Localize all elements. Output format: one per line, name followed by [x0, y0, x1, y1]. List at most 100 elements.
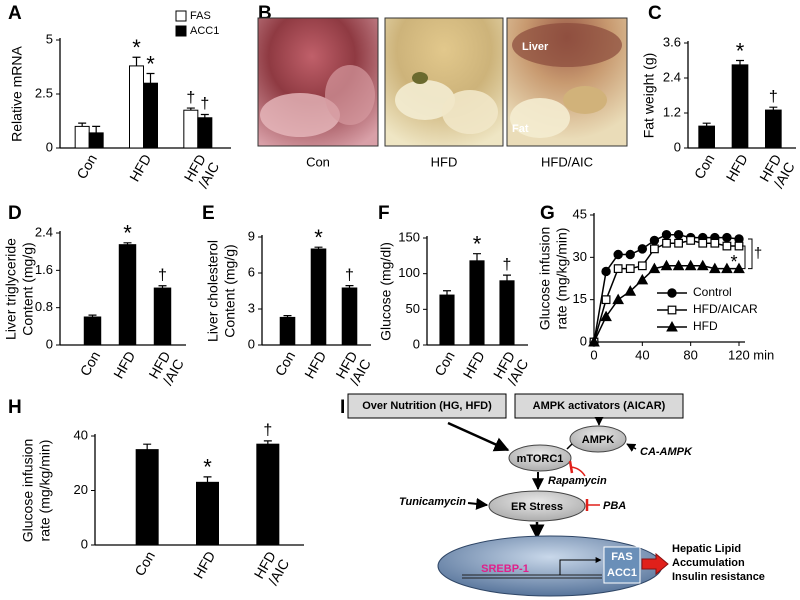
y-tick-label: 15 [573, 291, 587, 306]
annotation: * [123, 221, 132, 246]
point [601, 266, 611, 277]
annotation: * [203, 455, 212, 480]
error-bar [503, 274, 511, 281]
bracket [748, 238, 753, 270]
bar [439, 294, 455, 346]
error-bar [186, 107, 195, 111]
point [698, 238, 708, 248]
point [710, 238, 720, 248]
photo-detail [512, 23, 622, 67]
x-tick-label: HFD [126, 151, 154, 184]
y-axis-label: rate (mg/kg/min) [554, 228, 570, 330]
point [686, 236, 696, 245]
annotation: † [345, 267, 354, 284]
annotation: † [200, 96, 209, 113]
legend-marker [666, 320, 678, 332]
legend-label: Control [693, 285, 732, 299]
annotation: † [186, 89, 195, 106]
x-tick-label: Con [73, 151, 100, 181]
error-bar [443, 290, 451, 296]
modulator-label: PBA [603, 500, 626, 512]
error-bar [345, 285, 354, 288]
annotation: † [158, 267, 167, 284]
photo-detail [260, 93, 340, 137]
error-bar [200, 113, 209, 118]
x-tick-label: HFD/AIC [756, 151, 798, 192]
y-tick-label: 3 [248, 300, 255, 315]
y-tick-label: 30 [573, 249, 587, 264]
annotation: † [769, 88, 778, 105]
y-tick-label: 0 [46, 139, 53, 154]
point [636, 273, 649, 285]
bar [88, 132, 104, 149]
node [488, 490, 586, 522]
y-axis-label: Liver triglyceride [3, 238, 19, 340]
legend-label: ACC1 [190, 25, 219, 37]
y-tick-label: 45 [573, 206, 587, 221]
input-label: Over Nutrition (HG, HFD) [362, 400, 492, 412]
arrow [626, 443, 637, 452]
bar [153, 287, 172, 346]
input-box [347, 393, 507, 419]
error-bar [702, 122, 711, 127]
error-bar [314, 246, 323, 249]
x-tick-label: 0 [590, 347, 597, 362]
annotation: † [754, 245, 762, 262]
error-bar [123, 242, 132, 245]
bar [118, 244, 137, 346]
point [648, 262, 661, 274]
panel-letter: D [8, 203, 22, 224]
point [673, 230, 684, 240]
x-tick-label: 40 [635, 347, 649, 362]
y-tick-label: 0 [248, 336, 255, 351]
legend-swatch [175, 25, 187, 37]
x-tick-label: HFD/AIC [250, 548, 292, 589]
modulator-label: Tunicamycin [399, 496, 466, 508]
outcome-label: Hepatic Lipid [672, 543, 741, 555]
node-label: ER Stress [511, 501, 563, 513]
y-tick-label: 6 [248, 264, 255, 279]
y-tick-label: 2.4 [663, 69, 681, 84]
bar [197, 117, 213, 149]
point [650, 244, 659, 254]
y-axis-label: Glucose infusion [537, 227, 553, 331]
annotation: * [736, 38, 745, 63]
legend-label: FAS [190, 10, 211, 22]
point [674, 238, 683, 248]
link [566, 443, 573, 450]
y-tick-label: 2.4 [35, 224, 53, 239]
y-tick-label: 100 [398, 265, 420, 280]
y-tick-label: 50 [406, 301, 420, 316]
error-bar [143, 443, 152, 450]
annotation: * [473, 232, 482, 257]
point [588, 335, 600, 347]
y-tick-label: 20 [74, 482, 88, 497]
panel-letter: C [648, 3, 662, 24]
photo-detail [395, 80, 455, 120]
target-label: FAS [611, 551, 632, 563]
arrow [447, 421, 510, 452]
point [600, 310, 612, 322]
photo-detail [325, 65, 375, 125]
annotation: * [132, 35, 141, 60]
y-axis-label: Liver cholesterol [205, 240, 221, 342]
bar [469, 260, 485, 346]
point [734, 241, 744, 251]
photo-detail [510, 98, 570, 138]
legend-marker [667, 288, 677, 298]
y-axis-label: Glucose infusion [20, 439, 36, 543]
error-bar [78, 122, 87, 127]
error-bar [263, 440, 272, 445]
node-label: mTORC1 [517, 453, 564, 465]
photo-detail [563, 86, 607, 114]
point [708, 262, 721, 274]
bar [698, 125, 715, 149]
annotation: * [730, 252, 737, 272]
node [508, 444, 572, 472]
gene-label: SREBP-1 [481, 563, 529, 575]
bar [499, 280, 515, 346]
photo-overlay: Liver [522, 41, 549, 53]
y-axis-label: Fat weight (g) [641, 53, 657, 139]
